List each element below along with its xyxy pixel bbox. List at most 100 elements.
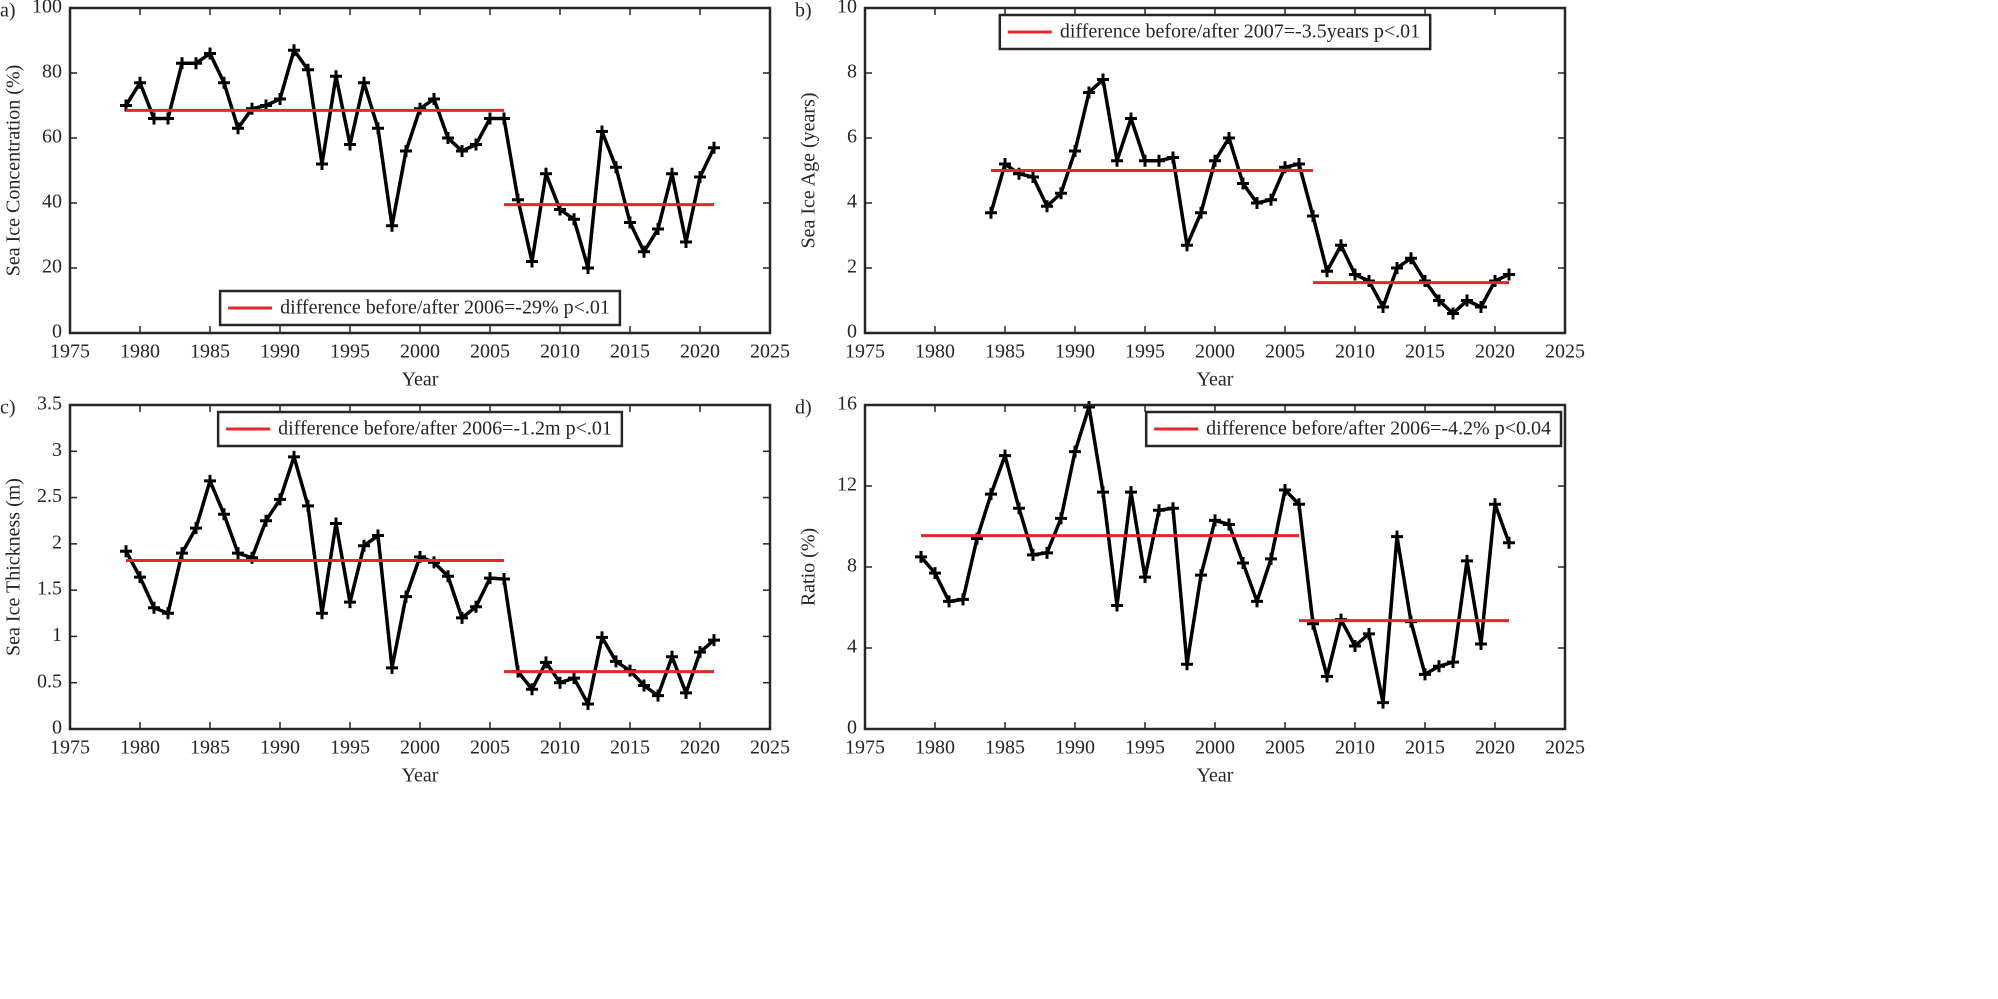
x-tick-label: 2015 [1405,341,1445,363]
y-tick-label: 0 [847,321,857,343]
y-tick-label: 2 [847,256,857,278]
marker [1125,486,1137,499]
marker [1153,154,1165,167]
marker [1223,132,1235,144]
marker [344,596,356,609]
marker [1195,206,1207,219]
marker [1405,252,1417,265]
marker [943,595,955,608]
marker [568,213,580,226]
x-tick-label: 2000 [400,341,440,363]
y-tick-label: 0.5 [37,670,62,692]
marker [246,102,258,115]
marker [1167,151,1179,164]
marker [330,70,342,83]
y-tick-label: 1 [52,624,62,646]
marker [1153,504,1165,517]
marker [232,547,244,560]
marker [120,545,132,558]
marker [1279,484,1291,497]
marker [1503,268,1515,281]
marker [1265,552,1277,565]
marker [915,550,927,563]
marker [288,450,300,463]
marker [1041,546,1053,559]
marker [1419,275,1431,287]
legend-box [218,289,622,327]
marker [302,499,314,512]
x-tick-label: 1995 [330,737,370,759]
marker [1181,658,1193,671]
marker [274,93,286,105]
x-tick-label: 2020 [1475,737,1515,759]
legend-box [1144,410,1563,448]
marker [680,686,692,699]
x-tick-label: 1975 [50,341,90,363]
marker [610,655,622,668]
marker [610,161,622,174]
x-tick-label: 2010 [1335,737,1375,759]
marker [652,223,664,235]
x-tick-label: 2025 [1545,737,1585,759]
marker [929,567,941,580]
x-axis-label: Year [1197,765,1234,787]
marker [638,679,650,692]
marker [540,167,552,180]
marker [190,57,202,70]
legend: difference before/after 2006=-4.2% p<0.0… [1144,410,1563,448]
y-axis-label: Sea Ice Concentration (%) [3,65,25,277]
marker [442,570,454,583]
marker [232,122,244,135]
marker [1475,637,1487,650]
marker [999,158,1011,170]
marker [1447,656,1459,669]
axes-box [68,6,772,335]
marker [708,141,720,154]
marker [1083,401,1095,414]
marker [1181,239,1193,252]
y-tick-label: 2.5 [37,485,62,507]
marker [190,522,202,535]
legend-label: difference before/after 2006=-4.2% p<0.0… [1206,418,1551,440]
marker [456,611,468,624]
y-tick-label: 80 [42,61,62,83]
x-tick-label: 1975 [845,341,885,363]
x-tick-label: 2005 [470,341,510,363]
legend: difference before/after 2006=-29% p<.01 [218,289,622,327]
y-tick-label: 40 [42,191,62,213]
x-tick-label: 2015 [610,737,650,759]
marker [344,138,356,151]
marker [162,607,174,620]
marker [372,122,384,135]
y-tick-label: 8 [847,61,857,83]
x-tick-label: 2020 [680,341,720,363]
marker [1447,307,1459,320]
marker [1097,73,1109,86]
marker [1055,512,1067,525]
marker [1139,571,1151,584]
marker [652,689,664,702]
panel-label: a) [0,0,16,22]
marker [260,514,272,527]
marker [596,631,608,644]
marker [176,57,188,70]
x-tick-label: 1990 [260,737,300,759]
x-tick-label: 1985 [985,737,1025,759]
marker [1433,660,1445,673]
x-tick-label: 1990 [1055,341,1095,363]
marker [442,132,454,144]
marker [568,672,580,685]
x-tick-label: 1995 [1125,737,1165,759]
marker [218,508,230,521]
marker [498,112,510,125]
marker [1251,197,1263,209]
marker [1041,200,1053,213]
marker [1209,154,1221,167]
x-tick-label: 1990 [260,341,300,363]
marker [134,76,146,89]
panel: 1975 1980 1985 1990 1995 2000 2005 2010 2015 2020… [795,0,1585,391]
marker [428,556,440,569]
x-tick-label: 1995 [330,341,370,363]
x-tick-label: 1975 [845,737,885,759]
marker [985,206,997,219]
